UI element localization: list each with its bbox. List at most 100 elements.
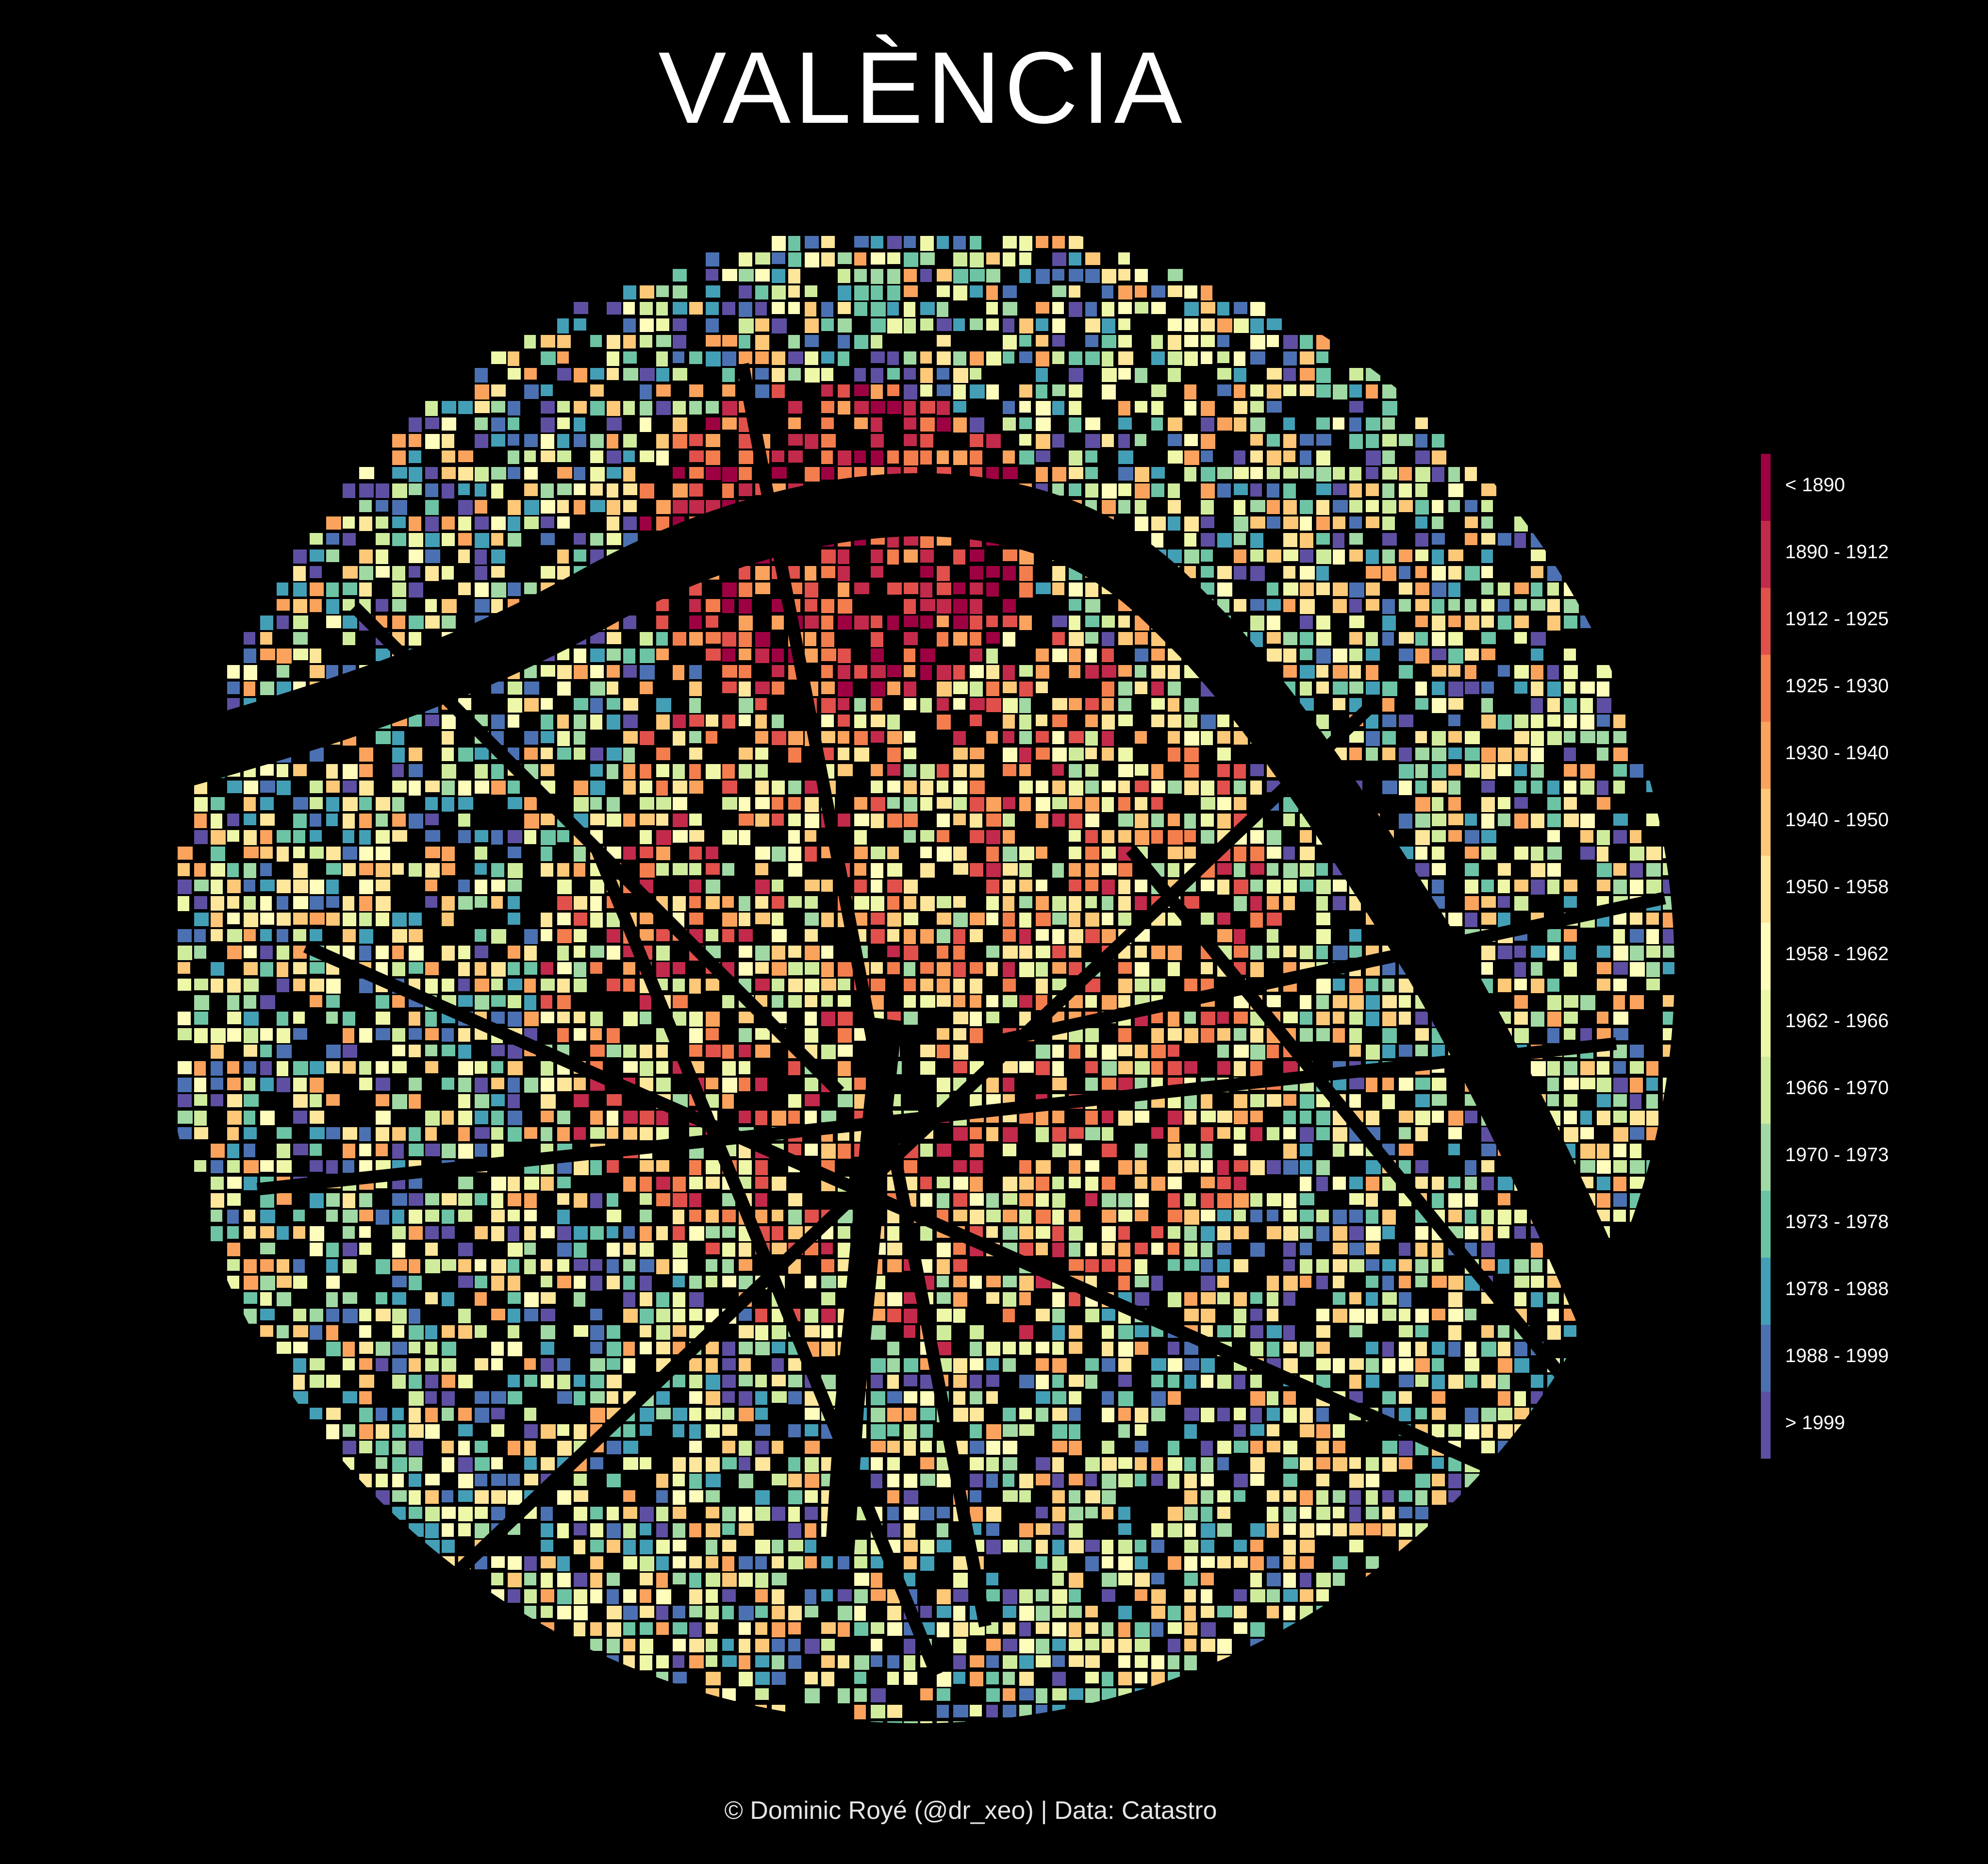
building bbox=[1531, 731, 1544, 746]
building bbox=[920, 1606, 932, 1618]
building bbox=[343, 847, 357, 860]
building bbox=[1250, 1309, 1262, 1321]
building bbox=[1531, 1292, 1543, 1307]
building bbox=[887, 1490, 899, 1503]
building bbox=[442, 467, 456, 479]
building bbox=[442, 1408, 454, 1421]
building bbox=[821, 913, 834, 927]
building bbox=[1597, 1144, 1609, 1159]
building bbox=[1300, 500, 1313, 514]
building bbox=[1267, 649, 1282, 662]
building bbox=[1366, 566, 1381, 579]
building bbox=[1217, 1490, 1230, 1502]
building bbox=[1366, 682, 1380, 695]
building bbox=[425, 715, 439, 726]
building bbox=[640, 384, 652, 399]
building bbox=[772, 1243, 787, 1254]
building bbox=[244, 1276, 258, 1290]
building bbox=[425, 797, 438, 810]
building bbox=[1250, 434, 1263, 446]
building bbox=[1481, 913, 1496, 925]
building bbox=[1399, 434, 1413, 446]
building bbox=[1118, 1457, 1132, 1469]
building bbox=[1184, 1193, 1196, 1206]
building bbox=[656, 830, 671, 845]
building bbox=[557, 549, 569, 564]
building bbox=[293, 929, 306, 941]
building bbox=[986, 1507, 1001, 1522]
building bbox=[475, 962, 486, 976]
building bbox=[475, 830, 488, 842]
building bbox=[1036, 929, 1049, 941]
building bbox=[1547, 1292, 1559, 1304]
building bbox=[227, 814, 239, 826]
building bbox=[1415, 616, 1428, 627]
building bbox=[887, 302, 899, 316]
building bbox=[1168, 731, 1180, 744]
building bbox=[392, 1144, 404, 1159]
building bbox=[1102, 335, 1116, 348]
building bbox=[1382, 1292, 1397, 1305]
building bbox=[970, 1144, 984, 1157]
building bbox=[1184, 434, 1198, 446]
building bbox=[788, 1111, 800, 1124]
building bbox=[1036, 434, 1050, 449]
building bbox=[673, 318, 687, 331]
building bbox=[1597, 797, 1610, 810]
building bbox=[887, 1606, 901, 1620]
building bbox=[1547, 1078, 1559, 1091]
building bbox=[854, 1573, 869, 1586]
building bbox=[1201, 500, 1214, 515]
building bbox=[425, 1210, 439, 1222]
building bbox=[1399, 1375, 1414, 1387]
building bbox=[920, 698, 932, 713]
building bbox=[211, 896, 224, 911]
building bbox=[1036, 318, 1048, 331]
building bbox=[260, 1325, 273, 1337]
building bbox=[1300, 1127, 1314, 1142]
building bbox=[1118, 1507, 1130, 1520]
building bbox=[508, 995, 521, 1008]
building bbox=[1432, 1474, 1445, 1486]
building bbox=[1168, 351, 1182, 365]
building bbox=[1415, 797, 1430, 812]
building bbox=[1547, 946, 1559, 961]
building bbox=[772, 302, 785, 314]
building bbox=[310, 599, 322, 612]
building bbox=[392, 483, 407, 498]
building bbox=[1135, 946, 1147, 958]
building bbox=[1316, 434, 1331, 446]
building bbox=[656, 1325, 670, 1340]
building bbox=[359, 500, 372, 512]
building bbox=[1366, 384, 1378, 399]
building bbox=[673, 269, 687, 282]
building bbox=[739, 1259, 752, 1271]
building bbox=[244, 896, 256, 910]
building bbox=[706, 715, 718, 727]
building bbox=[310, 566, 322, 578]
building bbox=[970, 434, 983, 447]
building bbox=[1316, 715, 1329, 729]
building bbox=[1250, 946, 1262, 960]
building bbox=[1349, 1523, 1364, 1535]
building bbox=[1283, 1210, 1297, 1222]
building bbox=[1019, 384, 1032, 398]
building bbox=[838, 269, 850, 283]
building bbox=[1168, 665, 1180, 679]
building bbox=[1283, 847, 1295, 860]
building bbox=[1300, 1556, 1314, 1569]
building bbox=[788, 1556, 803, 1569]
building bbox=[607, 1276, 620, 1289]
building bbox=[904, 1408, 916, 1421]
building bbox=[409, 1210, 422, 1224]
building bbox=[1316, 1342, 1330, 1354]
building bbox=[1283, 1391, 1296, 1405]
building bbox=[755, 566, 770, 580]
building bbox=[1184, 1111, 1196, 1125]
building bbox=[1234, 1177, 1246, 1190]
building bbox=[656, 318, 669, 331]
building bbox=[1432, 566, 1446, 581]
building bbox=[293, 1111, 307, 1124]
building bbox=[1267, 847, 1281, 859]
building bbox=[1547, 880, 1559, 894]
